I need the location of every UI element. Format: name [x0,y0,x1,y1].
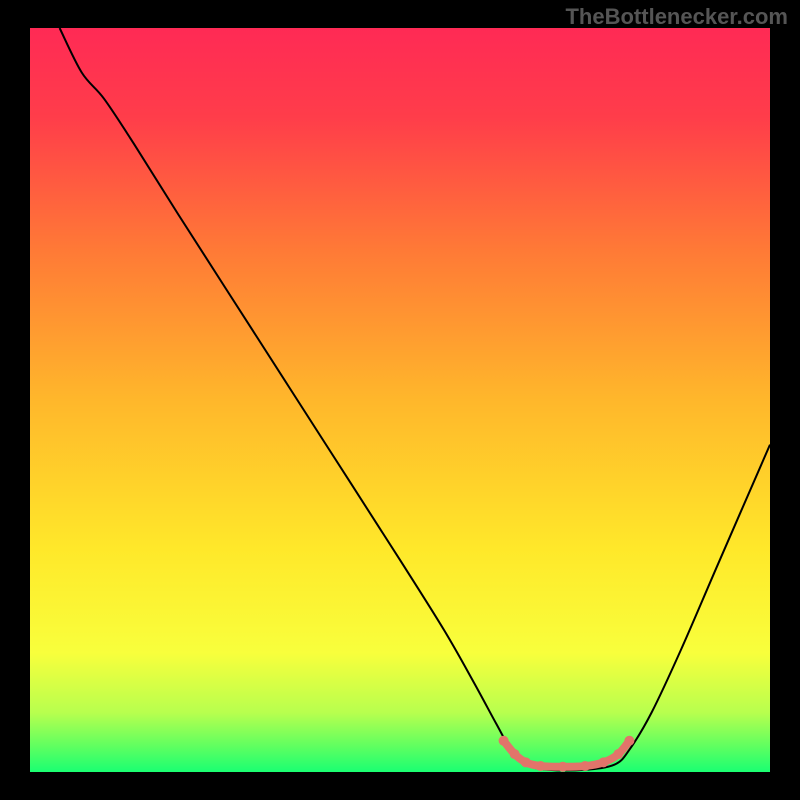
valley-dot [613,749,623,759]
valley-dot [580,761,590,771]
gradient-background [30,28,770,772]
valley-dot [624,736,634,746]
watermark-text: TheBottlenecker.com [565,4,788,30]
valley-dot [599,757,609,767]
valley-dot [558,762,568,772]
valley-dot [536,761,546,771]
valley-dot [499,736,509,746]
chart-container: { "watermark": { "text": "TheBottlenecke… [0,0,800,800]
valley-dot [521,757,531,767]
bottleneck-chart [0,0,800,800]
valley-dot [510,749,520,759]
